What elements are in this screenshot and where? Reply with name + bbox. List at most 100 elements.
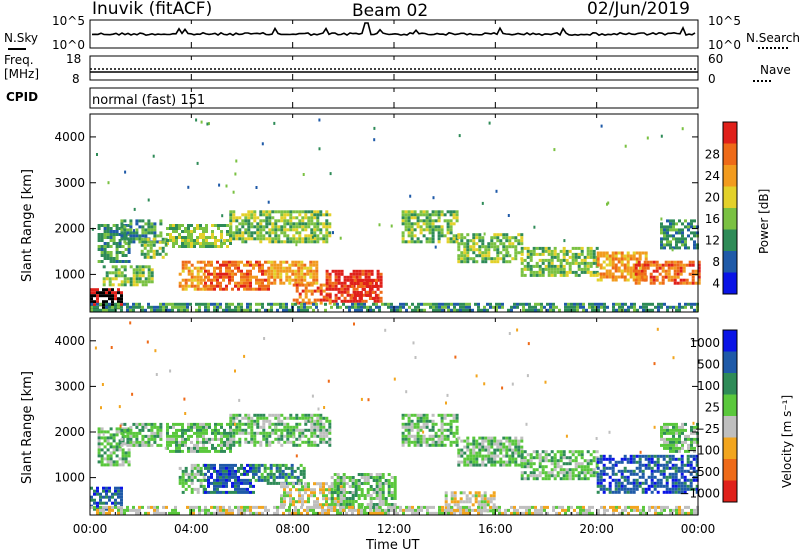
power-cell [226, 233, 229, 236]
velocity-cell [586, 462, 590, 466]
velocity-cell [213, 505, 216, 509]
power-cell [440, 231, 444, 235]
power-cell [638, 254, 642, 258]
velocity-cell [127, 451, 131, 455]
power-cell [117, 305, 120, 309]
power-cell [425, 222, 429, 226]
power-cell [109, 227, 113, 230]
velocity-cell [219, 466, 222, 470]
velocity-cell [508, 436, 512, 440]
velocity-cell [325, 434, 329, 438]
power-cell [565, 249, 569, 253]
power-cell [471, 308, 474, 312]
power-cell [127, 242, 131, 245]
velocity-cell [369, 473, 373, 476]
velocity-cell [214, 425, 217, 429]
power-cell [376, 296, 380, 300]
velocity-cell [514, 448, 518, 452]
velocity-cell [375, 491, 379, 494]
velocity-cell [150, 425, 154, 429]
power-cell [246, 284, 249, 288]
power-cell [273, 269, 277, 273]
power-speckle [318, 147, 321, 151]
power-cell [292, 240, 296, 244]
velocity-cell [96, 486, 99, 490]
velocity-cell [120, 495, 123, 499]
power-speckle [221, 214, 224, 218]
velocity-cell [416, 419, 420, 423]
power-cell [309, 263, 313, 267]
power-cell [147, 225, 151, 229]
power-cell [310, 283, 314, 287]
power-cell [493, 236, 497, 240]
power-cell [312, 272, 316, 276]
velocity-cell [229, 434, 233, 438]
velocity-cell [280, 443, 284, 447]
power-cell [304, 283, 308, 287]
power-cell [184, 236, 187, 239]
power-cell [294, 302, 297, 306]
velocity-cell [223, 428, 226, 432]
power-cell [505, 233, 509, 237]
velocity-cell [319, 428, 323, 432]
power-cell [669, 246, 672, 250]
power-cell [199, 278, 203, 282]
power-cell [124, 242, 128, 245]
power-cell [273, 281, 277, 285]
velocity-cell [413, 422, 417, 426]
velocity-cell [481, 448, 485, 452]
velocity-cell [302, 469, 306, 473]
power-speckle [206, 122, 209, 126]
velocity-cell [360, 494, 364, 497]
velocity-cell [475, 439, 479, 443]
velocity-cell [487, 448, 491, 452]
velocity-cell [452, 431, 456, 435]
power-cell [349, 275, 353, 279]
velocity-cell [261, 505, 264, 509]
power-cell [532, 264, 536, 268]
power-cell [219, 272, 222, 276]
power-cell [132, 280, 136, 284]
velocity-cell [695, 457, 699, 461]
power-cell [472, 242, 476, 246]
velocity-cell [632, 460, 636, 464]
velocity-cell [457, 454, 461, 458]
power-cell [267, 275, 271, 279]
power-cell [304, 210, 308, 214]
power-cell [583, 270, 587, 274]
nsearch-min: 10^0 [708, 38, 741, 52]
power-cell [111, 300, 114, 304]
velocity-cell [127, 454, 131, 458]
velocity-cell [523, 459, 527, 463]
velocity-cell [330, 491, 334, 494]
power-cell [138, 234, 142, 238]
velocity-cell [602, 490, 606, 494]
velocity-cell [193, 487, 197, 491]
velocity-cell [472, 436, 476, 440]
power-cell [204, 269, 207, 273]
velocity-cell [686, 484, 690, 488]
velocity-cell [307, 437, 311, 441]
power-cell [617, 260, 621, 264]
power-cell [307, 301, 311, 305]
power-cell [196, 260, 200, 264]
power-cell [300, 275, 304, 279]
velocity-cell [366, 479, 370, 482]
velocity-cell [484, 445, 488, 449]
power-cell [235, 219, 239, 223]
power-cell [404, 213, 408, 217]
power-cell [446, 222, 450, 226]
power-cell [247, 219, 251, 223]
power-cell [250, 231, 254, 235]
power-cell [635, 251, 639, 255]
power-cell [364, 275, 368, 279]
velocity-cell [690, 437, 693, 441]
velocity-cell [307, 440, 311, 444]
power-cell [304, 295, 308, 299]
velocity-cell [111, 505, 114, 509]
velocity-cell [472, 445, 476, 449]
power-speckle [267, 200, 270, 204]
power-cell [171, 308, 174, 312]
power-cell [103, 257, 107, 260]
power-cell [123, 274, 127, 278]
